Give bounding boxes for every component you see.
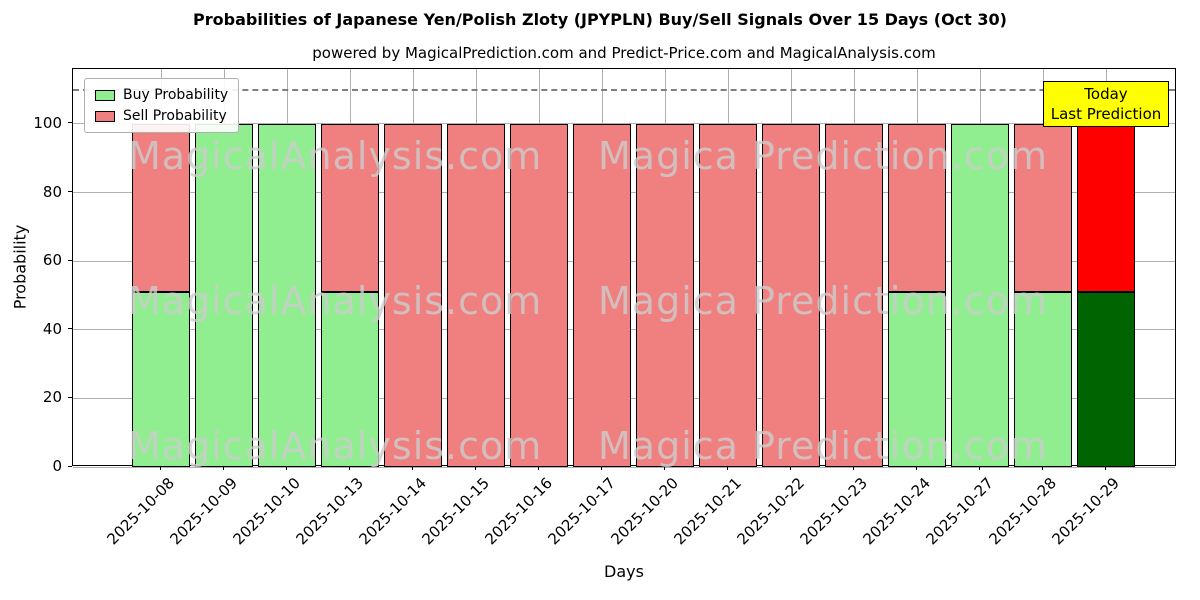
bar-sell-segment: [1077, 123, 1135, 292]
plot-area: MagicalAnalysis.com Magica Prediction.com…: [72, 68, 1176, 468]
x-tick-label: 2025-10-10: [229, 474, 304, 549]
x-tick-label: 2025-10-13: [292, 474, 367, 549]
bar-sell-segment: [888, 123, 946, 292]
x-tick-label: 2025-10-23: [796, 474, 871, 549]
bar-sell-segment: [132, 123, 190, 292]
bar-buy-segment: [1077, 292, 1135, 467]
x-tick-mark: [411, 466, 413, 470]
x-tick-mark: [285, 466, 287, 470]
x-tick-label: 2025-10-21: [670, 474, 745, 549]
x-tick-mark: [348, 466, 350, 470]
x-tick-mark: [600, 466, 602, 470]
x-tick-mark: [726, 466, 728, 470]
bar-buy-segment: [321, 292, 379, 467]
x-tick-label: 2025-10-27: [922, 474, 997, 549]
x-tick-label: 2025-10-14: [355, 474, 430, 549]
bar-sell-segment: [1014, 123, 1072, 292]
y-tick-mark: [68, 328, 72, 330]
bar-buy-segment: [888, 292, 946, 467]
x-axis-label: Days: [604, 562, 644, 581]
y-tick-mark: [68, 396, 72, 398]
bar-buy-segment: [195, 123, 253, 467]
y-tick-mark: [68, 191, 72, 193]
y-tick-mark: [68, 465, 72, 467]
bar-sell-segment: [510, 123, 568, 467]
watermark-text: Magica Prediction.com: [598, 424, 1049, 468]
y-tick-label: 0: [52, 457, 62, 475]
x-tick-label: 2025-10-16: [481, 474, 556, 549]
y-tick-mark: [68, 122, 72, 124]
bar-sell-segment: [636, 123, 694, 467]
bar-buy-segment: [258, 123, 316, 467]
x-tick-mark: [1041, 466, 1043, 470]
x-tick-label: 2025-10-09: [166, 474, 241, 549]
bar-sell-segment: [699, 123, 757, 467]
watermark-text: MagicalAnalysis.com: [128, 134, 543, 178]
gridline-horizontal: [73, 466, 1175, 468]
x-tick-label: 2025-10-15: [418, 474, 493, 549]
legend-swatch-buy: [95, 89, 115, 101]
legend-swatch-sell: [95, 110, 115, 122]
bar-buy-segment: [132, 292, 190, 467]
today-annotation-line2: Last Prediction: [1050, 105, 1162, 123]
x-tick-mark: [222, 466, 224, 470]
x-tick-mark: [978, 466, 980, 470]
x-tick-mark: [537, 466, 539, 470]
today-annotation-box: Today Last Prediction: [1043, 81, 1169, 127]
x-tick-mark: [789, 466, 791, 470]
legend: Buy Probability Sell Probability: [84, 78, 240, 133]
y-tick-label: 60: [42, 251, 62, 270]
y-tick-label: 100: [33, 113, 62, 132]
chart-title: Probabilities of Japanese Yen/Polish Zlo…: [193, 10, 1007, 29]
y-tick-label: 40: [42, 319, 62, 338]
today-annotation-line1: Today: [1084, 85, 1128, 103]
legend-item-sell: Sell Probability: [95, 107, 228, 125]
bar-sell-segment: [825, 123, 883, 467]
bar-sell-segment: [573, 123, 631, 467]
watermark-text: MagicalAnalysis.com: [128, 279, 543, 323]
bar-sell-segment: [321, 123, 379, 292]
dashed-threshold-line: [73, 88, 1175, 91]
legend-label-buy: Buy Probability: [123, 87, 229, 103]
y-tick-mark: [68, 259, 72, 261]
bar-sell-segment: [384, 123, 442, 467]
bar-sell-segment: [762, 123, 820, 467]
x-tick-mark: [852, 466, 854, 470]
x-tick-label: 2025-10-24: [859, 474, 934, 549]
watermark-text: Magica Prediction.com: [598, 134, 1049, 178]
legend-label-sell: Sell Probability: [123, 108, 227, 124]
x-tick-label: 2025-10-28: [985, 474, 1060, 549]
y-tick-label: 20: [42, 388, 62, 407]
x-tick-label: 2025-10-20: [607, 474, 682, 549]
bar-sell-segment: [447, 123, 505, 467]
bar-buy-segment: [951, 123, 1009, 467]
watermark-text: Magica Prediction.com: [598, 279, 1049, 323]
legend-item-buy: Buy Probability: [95, 86, 228, 104]
x-tick-mark: [915, 466, 917, 470]
bar-buy-segment: [1014, 292, 1072, 467]
y-tick-label: 80: [42, 182, 62, 201]
x-tick-label: 2025-10-29: [1048, 474, 1123, 549]
x-tick-mark: [474, 466, 476, 470]
x-tick-mark: [663, 466, 665, 470]
chart-subtitle: powered by MagicalPrediction.com and Pre…: [312, 44, 936, 62]
x-tick-mark: [159, 466, 161, 470]
x-tick-label: 2025-10-22: [733, 474, 808, 549]
x-tick-label: 2025-10-17: [544, 474, 619, 549]
x-tick-mark: [1104, 466, 1106, 470]
x-tick-label: 2025-10-08: [103, 474, 178, 549]
watermark-text: MagicalAnalysis.com: [128, 424, 543, 468]
